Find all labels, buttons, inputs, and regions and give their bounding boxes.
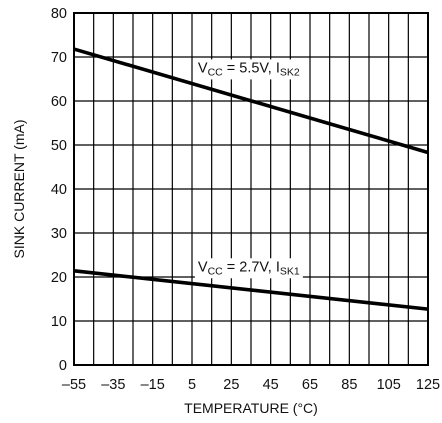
series-label-text: V xyxy=(198,60,208,76)
y-tick-label: 80 xyxy=(51,6,67,22)
y-tick-label: 70 xyxy=(51,50,67,66)
y-tick-label: 30 xyxy=(51,226,67,242)
series-label-2: VCC = 2.7V, ISK1 xyxy=(198,259,300,277)
x-tick-label: 65 xyxy=(302,377,318,393)
series-label-background xyxy=(194,59,303,80)
y-tick-label: 0 xyxy=(59,358,67,374)
series-label-subscript: SK2 xyxy=(280,66,300,78)
series-label-text: V xyxy=(198,259,208,275)
series-label-text: = 2.7V, I xyxy=(223,259,280,275)
x-tick-label: –15 xyxy=(141,377,165,393)
series-label-subscript: SK1 xyxy=(280,265,300,277)
x-tick-label: –35 xyxy=(101,377,125,393)
x-tick-label: 5 xyxy=(188,377,196,393)
x-tick-label: 45 xyxy=(263,377,279,393)
y-tick-label: 50 xyxy=(51,138,67,154)
series-label-background xyxy=(194,258,303,279)
y-tick-label: 40 xyxy=(51,182,67,198)
x-tick-label: 25 xyxy=(223,377,239,393)
series-line-2 xyxy=(73,269,429,311)
series-label-subscript: CC xyxy=(208,265,224,277)
x-tick-label: 105 xyxy=(377,377,401,393)
y-tick-labels: 0 10 20 30 40 50 60 70 80 xyxy=(51,6,67,374)
y-tick-label: 10 xyxy=(51,314,67,330)
x-tick-label: 125 xyxy=(416,377,440,393)
x-axis-label: TEMPERATURE (°C) xyxy=(184,400,318,416)
y-axis-label: SINK CURRENT (mA) xyxy=(11,120,27,259)
y-tick-label: 20 xyxy=(51,270,67,286)
plot-frame xyxy=(73,12,429,366)
series-line-1 xyxy=(73,47,429,155)
series-label-1: VCC = 5.5V, ISK2 xyxy=(198,60,300,78)
x-tick-label: 85 xyxy=(341,377,357,393)
x-tick-labels: –55 –35 –15 5 25 45 65 85 105 125 xyxy=(62,377,440,393)
series-label-text: = 5.5V, I xyxy=(223,60,280,76)
series-layer xyxy=(73,47,429,311)
x-tick-label: –55 xyxy=(62,377,86,393)
y-tick-label: 60 xyxy=(51,94,67,110)
series-label-subscript: CC xyxy=(208,66,224,78)
